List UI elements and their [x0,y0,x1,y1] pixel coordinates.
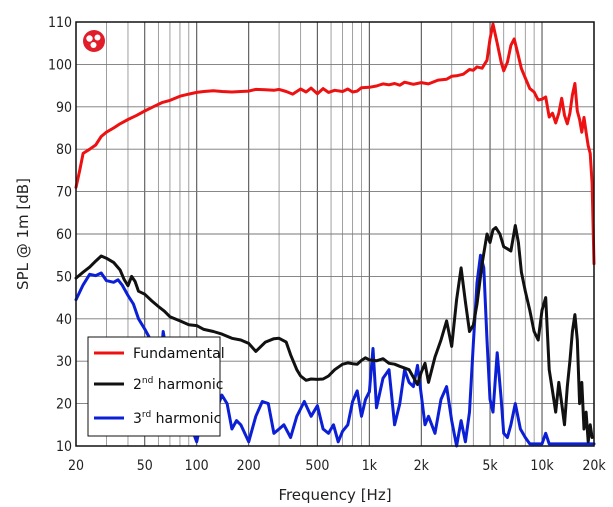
x-tick-label: 20k [582,458,606,474]
y-tick-label: 40 [56,312,72,328]
y-tick-labels: 10 20 30 40 50 60 70 80 90 100 110 [48,15,72,455]
legend-label-fundamental: Fundamental [133,346,225,362]
y-tick-label: 70 [56,185,72,201]
y-tick-label: 90 [56,100,72,116]
y-tick-label: 20 [56,397,72,413]
x-tick-label: 1k [362,458,378,474]
y-tick-label: 50 [56,269,72,285]
y-tick-label: 100 [48,57,72,73]
brand-logo-icon [83,30,105,52]
legend-label-2nd-harmonic: 2nd harmonic [133,376,223,393]
x-axis-label: Frequency [Hz] [278,486,391,504]
legend-label-3rd-harmonic: 3rd harmonic [133,410,221,427]
y-axis-label: SPL @ 1m [dB] [14,178,32,290]
series-line-2nd-harmonic [74,224,594,444]
x-tick-label: 10k [530,458,554,474]
x-tick-label: 50 [137,458,153,474]
legend: Fundamental 2nd harmonic 3rd harmonic [87,336,225,437]
x-tick-label: 20 [68,458,84,474]
x-tick-label: 5k [482,458,498,474]
y-tick-label: 10 [56,439,72,455]
y-tick-label: 110 [48,15,72,31]
x-tick-label: 200 [237,458,261,474]
series-line-fundamental [74,22,596,266]
x-tick-label: 500 [305,458,329,474]
plot-frame [75,21,595,447]
x-tick-label: 2k [414,458,430,474]
x-tick-labels: 20 50 100 200 500 1k 2k 5k 10k 20k [68,458,606,474]
y-tick-label: 30 [56,354,72,370]
y-tick-label: 60 [56,227,72,243]
x-tick-label: 100 [185,458,209,474]
y-tick-label: 80 [56,142,72,158]
